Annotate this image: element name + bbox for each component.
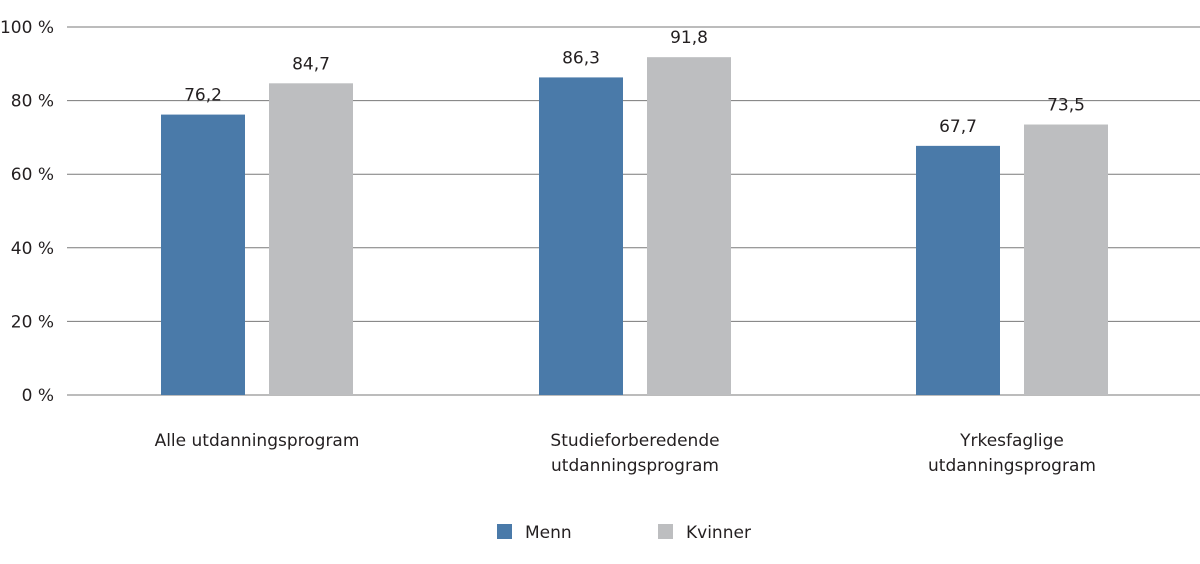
- bar-menn: [161, 114, 245, 396]
- y-tick-label: 0 %: [22, 386, 54, 406]
- bars: 76,2 84,7 86,3 91,8 67,7 73,5: [161, 28, 1108, 396]
- y-tick-label: 60 %: [11, 165, 54, 185]
- data-label: 73,5: [1047, 96, 1085, 116]
- bar-menn: [539, 77, 623, 395]
- bar-menn: [916, 145, 1000, 395]
- data-label: 67,7: [939, 117, 977, 137]
- data-label: 84,7: [292, 54, 330, 74]
- y-tick-label: 40 %: [11, 239, 54, 259]
- data-label: 86,3: [562, 48, 600, 68]
- y-axis-ticks: 0 % 20 % 40 % 60 % 80 % 100 %: [0, 18, 54, 406]
- legend-label: Kvinner: [686, 523, 751, 543]
- x-tick-label: Studieforberedende: [550, 431, 719, 451]
- legend: Menn Kvinner: [497, 523, 751, 543]
- x-tick-label: Yrkesfaglige: [959, 431, 1064, 451]
- x-tick-label: utdanningsprogram: [928, 456, 1096, 476]
- legend-label: Menn: [525, 523, 572, 543]
- legend-swatch-kvinner: [658, 524, 673, 539]
- y-tick-label: 80 %: [11, 92, 54, 112]
- gridlines: [67, 26, 1200, 396]
- bar-kvinner: [647, 57, 731, 396]
- y-tick-label: 20 %: [11, 312, 54, 332]
- y-tick-label: 100 %: [0, 18, 54, 38]
- x-axis-labels: Alle utdanningsprogram Studieforberedende…: [155, 431, 1096, 476]
- bar-kvinner: [1024, 124, 1108, 396]
- data-label: 91,8: [670, 28, 708, 48]
- x-tick-label: utdanningsprogram: [551, 456, 719, 476]
- legend-swatch-menn: [497, 524, 512, 539]
- data-label: 76,2: [184, 86, 222, 106]
- x-tick-label: Alle utdanningsprogram: [155, 431, 360, 451]
- bar-kvinner: [269, 83, 353, 395]
